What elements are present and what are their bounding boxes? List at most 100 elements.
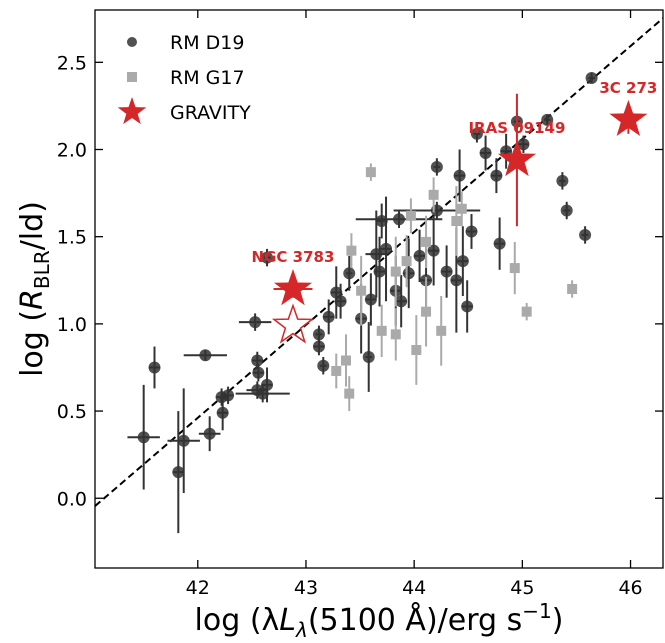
point-annotation: 3C 273 [599,79,657,97]
x-axis-label: log (λLλ(5100 Å)/erg s−1) [195,599,564,642]
point [450,274,463,287]
point [346,245,357,256]
legend-marker [117,97,147,125]
point [465,225,478,238]
x-label-part: L [279,603,296,638]
point [312,328,325,341]
x-label-part: λ [295,618,308,642]
point-annotation: IRAS 09149 [468,119,565,137]
point [341,355,352,366]
point [216,406,229,419]
point [344,388,355,399]
point [356,285,367,296]
point [567,284,578,294]
point [453,169,466,182]
plot-frame [94,9,664,569]
legend-label: RM D19 [170,32,244,54]
point [497,140,536,177]
y-tick-label: 0.0 [57,488,87,510]
point [479,146,492,159]
y-tick-label: 2.5 [57,52,87,74]
legend-label: GRAVITY [170,102,251,124]
y-label-part: BLR [30,250,54,289]
point [373,265,386,278]
x-tick-label: 42 [186,577,210,599]
point [405,210,416,221]
point [428,189,439,200]
point [427,244,440,257]
y-axis-label: log (RBLR/ld) [15,201,54,377]
plot-area [95,17,663,534]
point [380,242,393,255]
y-label-part: R [15,289,50,310]
point [249,316,262,329]
x-label-part: ) [552,603,564,638]
point [421,236,432,247]
open-star [271,303,315,344]
x-label-part: log (λ [195,603,280,638]
point [461,300,474,313]
legend-marker [127,72,137,82]
point [334,295,347,308]
point [556,174,569,187]
y-tick-label: 1.0 [57,314,87,336]
legend-label: RM G17 [170,67,245,89]
point [493,237,506,250]
point [413,249,426,262]
point [401,256,412,267]
point [430,160,443,173]
point [541,113,554,126]
point [148,361,161,374]
point [436,325,447,336]
x-label-part: −1 [522,599,551,623]
point [456,255,469,268]
point [440,265,453,278]
point [199,349,212,362]
point [411,345,422,356]
x-label-part: (5100 Å)/erg s [308,602,522,638]
point [376,325,387,336]
point [317,359,330,372]
y-label-part: /ld) [15,201,50,250]
point [251,354,264,367]
point [252,366,265,379]
point [137,431,150,444]
point [312,340,325,353]
x-tick-label: 46 [618,577,642,599]
point [393,213,406,226]
point [521,306,532,317]
point [490,169,503,182]
x-tick-label: 44 [402,577,426,599]
point-annotation: NGC 3783 [252,248,335,266]
point [456,203,467,214]
point [364,293,377,306]
y-label-part: log ( [15,310,50,377]
x-tick-label: 43 [294,577,318,599]
point [470,127,483,140]
point [402,267,415,280]
point [331,365,342,376]
y-tick-label: 1.5 [57,227,87,249]
point [203,427,216,440]
point [343,267,356,280]
point [375,214,388,227]
point [390,266,401,277]
point [222,389,235,402]
point [579,228,592,241]
point [509,263,520,274]
point [274,269,312,306]
point [395,295,408,308]
point [261,251,274,264]
point [256,387,269,400]
point [609,99,648,136]
legend-marker [127,37,137,47]
point [451,215,462,226]
point [172,466,185,479]
point [560,204,573,217]
point [365,167,376,178]
point [322,310,335,323]
y-tick-label: 0.5 [57,401,87,423]
point [585,72,598,85]
point [362,351,375,364]
